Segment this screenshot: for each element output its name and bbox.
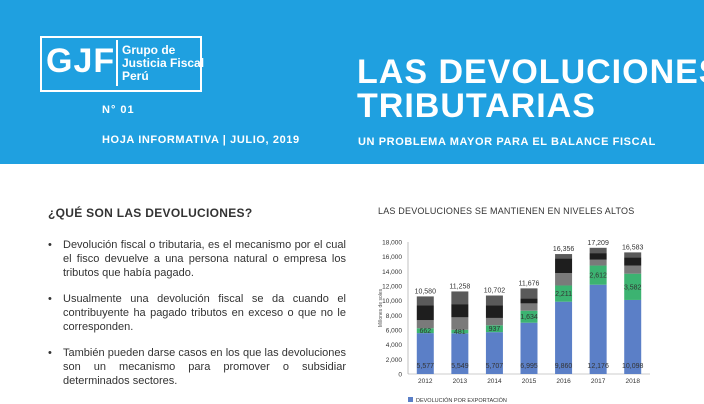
bullet-text: Devolución fiscal o tributaria, es el me…	[63, 239, 346, 279]
bar-segment	[624, 265, 642, 274]
bullet-dot: •	[48, 293, 52, 305]
bar-segment	[624, 299, 642, 374]
page-title-line-2: TRIBUTARIAS	[357, 87, 596, 125]
x-tick-label: 2017	[591, 378, 606, 385]
page-title-line-1: LAS DEVOLUCIONES	[357, 53, 704, 91]
bar-segment	[555, 273, 573, 286]
bar-value-label: 3,582	[624, 284, 642, 291]
logo-line-3: Perú	[122, 69, 149, 83]
bar-segment	[451, 291, 469, 305]
bar-segment	[485, 325, 503, 333]
bar-segment	[624, 257, 642, 266]
bullet-item: • Usualmente una devolución fiscal se da…	[48, 292, 346, 336]
y-tick-label: 4,000	[386, 342, 403, 349]
bar-segment	[624, 273, 642, 300]
legend-label: DEVOLUCIÓN POR EXPORTACIÓN	[416, 397, 507, 404]
bar-total-label: 11,676	[519, 280, 540, 287]
bar-segment	[589, 247, 607, 254]
bullet-text: Usualmente una devolución fiscal se da c…	[63, 293, 346, 333]
y-tick-label: 2,000	[386, 357, 403, 364]
bar-segment	[520, 303, 538, 311]
section-heading: ¿QUÉ SON LAS DEVOLUCIONES?	[48, 206, 253, 220]
bar-segment	[485, 305, 503, 318]
chart-title: LAS DEVOLUCIONES SE MANTIENEN EN NIVELES…	[378, 206, 635, 216]
y-tick-label: 16,000	[382, 254, 402, 261]
bar-segment	[589, 253, 607, 260]
logo-line-1: Grupo de	[122, 43, 176, 57]
bar-segment	[589, 259, 607, 266]
bar-value-label: 2,211	[555, 291, 572, 298]
bar-value-label: 9,860	[555, 363, 573, 370]
bullet-text: También pueden darse casos en los que la…	[63, 347, 346, 387]
bar-segment	[485, 295, 503, 306]
bar-segment	[589, 265, 607, 285]
bar-value-label: 481	[454, 329, 466, 336]
logo-frame	[40, 36, 202, 92]
x-tick-label: 2014	[487, 378, 502, 385]
bar-segment	[416, 296, 434, 306]
bar-segment	[555, 285, 573, 302]
bar-value-label: 1,634	[520, 314, 538, 321]
bar-segment	[416, 333, 434, 374]
x-tick-label: 2018	[625, 378, 640, 385]
bullet-item: • Devolución fiscal o tributaria, es el …	[48, 238, 346, 282]
bar-segment	[451, 329, 469, 334]
legend-swatch	[408, 397, 413, 402]
bar-segment	[624, 252, 642, 258]
bar-value-label: 5,577	[417, 363, 435, 370]
bar-segment	[555, 301, 573, 374]
bar-segment	[555, 258, 573, 274]
bar-segment	[555, 254, 573, 259]
x-tick-label: 2012	[418, 378, 433, 385]
bar-segment	[416, 305, 434, 321]
bar-value-label: 12,176	[587, 363, 609, 370]
issue-number: N° 01	[102, 104, 135, 116]
y-tick-label: 6,000	[386, 328, 403, 335]
bar-segment	[416, 320, 434, 329]
bullet-dot: •	[48, 347, 52, 359]
bar-segment	[485, 332, 503, 374]
y-tick-label: 0	[398, 372, 402, 379]
logo-divider	[116, 40, 118, 86]
bar-total-label: 16,583	[622, 244, 644, 251]
bar-segment	[520, 322, 538, 374]
bar-value-label: 5,549	[451, 363, 469, 370]
publication-info: HOJA INFORMATIVA | JULIO, 2019	[102, 134, 300, 146]
bar-total-label: 16,356	[553, 246, 575, 253]
page-subtitle: UN PROBLEMA MAYOR PARA EL BALANCE FISCAL	[358, 136, 656, 148]
bullet-item: • También pueden darse casos en los que …	[48, 346, 346, 390]
y-tick-label: 12,000	[382, 284, 402, 291]
bar-segment	[451, 333, 469, 374]
x-tick-label: 2013	[453, 378, 468, 385]
bar-value-label: 662	[419, 328, 431, 335]
bar-segment	[520, 310, 538, 323]
bar-total-label: 10,702	[484, 288, 506, 295]
x-tick-label: 2015	[522, 378, 537, 385]
y-tick-label: 8,000	[386, 313, 403, 320]
bar-segment	[520, 298, 538, 304]
x-tick-label: 2016	[556, 378, 571, 385]
bar-segment	[485, 317, 503, 326]
logo-gjf: GJF	[46, 42, 116, 80]
bar-total-label: 10,580	[415, 288, 437, 295]
y-tick-label: 18,000	[382, 240, 402, 247]
bar-value-label: 10,098	[622, 363, 644, 370]
bar-segment	[451, 304, 469, 318]
y-tick-label: 14,000	[382, 269, 402, 276]
bullet-dot: •	[48, 239, 52, 251]
logo-line-2: Justicia Fiscal	[122, 56, 205, 70]
y-tick-label: 10,000	[382, 298, 402, 305]
bar-total-label: 17,209	[587, 240, 609, 247]
bar-value-label: 6,995	[520, 363, 538, 370]
y-axis-label: Millones de soles	[378, 288, 384, 327]
bar-segment	[520, 288, 538, 299]
stacked-bar-chart: 0 2,000 4,000 6,000 8,000 10,000 12,000 14,000 1…	[378, 240, 650, 404]
bar-segment	[451, 317, 469, 330]
bar-segment	[416, 328, 434, 334]
bar-segment	[589, 284, 607, 374]
bar-value-label: 937	[489, 326, 501, 333]
bar-value-label: 2,612	[589, 273, 607, 280]
bar-total-label: 11,258	[449, 283, 470, 290]
bar-value-label: 5,707	[486, 363, 504, 370]
